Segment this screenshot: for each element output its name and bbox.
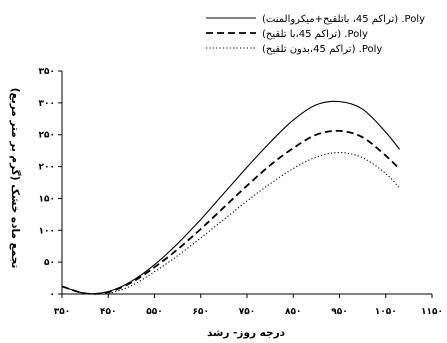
y-axis-title: تجمع ماده خشک (گرم بر متر مربع) bbox=[9, 88, 22, 269]
x-tick-label: ۵۵۰ bbox=[146, 307, 162, 317]
y-tick-label: ۱۵۰ bbox=[39, 194, 55, 204]
x-tick-label: ۸۵۰ bbox=[285, 307, 301, 317]
axis-titles: درجه روز- رشد تجمع ماده خشک (گرم بر متر … bbox=[9, 88, 286, 339]
series-line-1 bbox=[61, 100, 401, 295]
y-tick-label: ۵۰ bbox=[44, 258, 55, 268]
y-tick-label: ۲۵۰ bbox=[39, 131, 55, 141]
y-tick-label: ۰ bbox=[50, 290, 56, 300]
x-tick-label: ۹۵۰ bbox=[331, 307, 347, 317]
y-tick-label: ۲۰۰ bbox=[39, 163, 55, 173]
x-tick-label: ۱۱۵۰ bbox=[421, 307, 443, 317]
axes: ۰ ۵۰ ۱۰۰ ۱۵۰ ۲۰۰ ۲۵۰ ۳۰۰ ۳۵۰ ۳۵۰ ۴۵۰ ۵۵۰ ۶۵۰ ۷۵۰ ۸۵۰ ۹… bbox=[39, 67, 443, 317]
x-tick-label: ۶۵۰ bbox=[193, 307, 209, 317]
legend: (تراکم 45، باتلقیح+میکروالمنت) .Poly (ترا… bbox=[206, 14, 425, 55]
legend-label-3: (تراکم 45،بدون تلقیح) .Poly bbox=[262, 44, 382, 55]
x-axis-title: درجه روز- رشد bbox=[207, 327, 286, 339]
legend-label-1: (تراکم 45، باتلقیح+میکروالمنت) .Poly bbox=[262, 14, 425, 25]
x-tick-label: ۳۵۰ bbox=[54, 307, 70, 317]
series-lines bbox=[61, 100, 401, 295]
x-tick-label: ۴۵۰ bbox=[100, 307, 116, 317]
x-tick-label: ۷۵۰ bbox=[239, 307, 255, 317]
series-line-2 bbox=[61, 129, 401, 295]
legend-label-2: (تراکم 45،با تلقیح) .Poly bbox=[262, 29, 368, 40]
y-tick-label: ۱۰۰ bbox=[39, 226, 55, 236]
series-line-3 bbox=[61, 152, 401, 295]
y-tick-label: ۳۵۰ bbox=[39, 67, 55, 77]
y-tick-label: ۳۰۰ bbox=[39, 99, 55, 109]
x-tick-label: ۱۰۵۰ bbox=[375, 307, 397, 317]
